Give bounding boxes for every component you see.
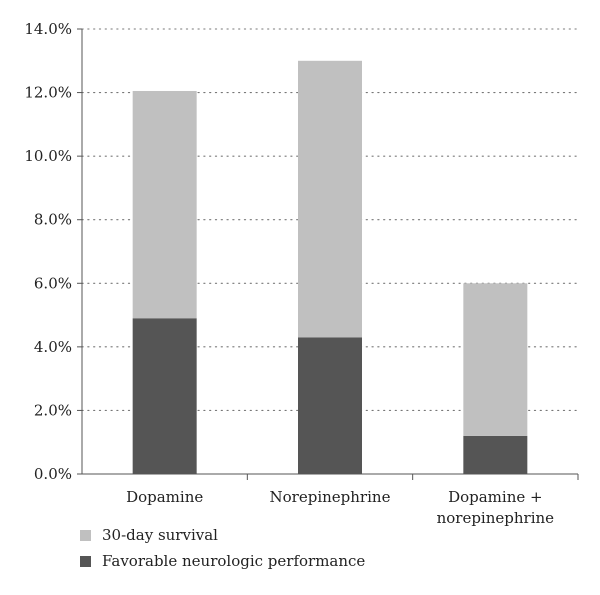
bar-segment-neurologic-1	[298, 337, 362, 474]
bar-segment-survival-0	[132, 90, 197, 319]
x-category-label: Dopamine +	[448, 488, 543, 506]
legend: 30-day survival Favorable neurologic perf…	[80, 526, 365, 570]
bar-segment-neurologic-0	[132, 318, 197, 474]
legend-swatch	[80, 556, 91, 567]
x-category-labels: Dopamine Norepinephrine Dopamine + norepine…	[126, 488, 554, 527]
x-category-label: norepinephrine	[437, 509, 555, 527]
y-tick-label: 2.0%	[34, 401, 72, 419]
y-tick-label: 12.0%	[24, 84, 72, 102]
y-tick-label: 6.0%	[34, 274, 72, 292]
y-tick-label: 8.0%	[34, 211, 72, 229]
bar-segment-survival-2	[463, 283, 528, 436]
y-tick-label: 4.0%	[34, 338, 72, 356]
legend-swatch	[80, 530, 91, 541]
x-category-label: Dopamine	[126, 488, 203, 506]
legend-entry: 30-day survival	[102, 526, 218, 544]
y-tick-labels: 0.0% 2.0% 4.0% 6.0% 8.0% 10.0% 12.0% 14.0%	[24, 20, 72, 483]
x-category-label: Norepinephrine	[270, 488, 391, 506]
legend-entry: Favorable neurologic performance	[102, 552, 365, 570]
bar-segment-neurologic-2	[463, 435, 528, 474]
bars	[132, 60, 528, 474]
y-tick-label: 14.0%	[24, 20, 72, 38]
y-tick-label: 0.0%	[34, 465, 72, 483]
bar-segment-survival-1	[298, 60, 362, 338]
y-tick-label: 10.0%	[24, 147, 72, 165]
